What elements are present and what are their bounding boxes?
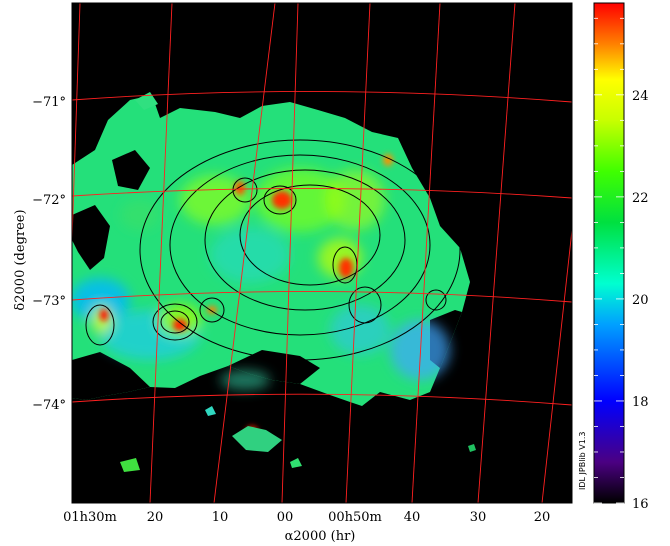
ra-tick-label: 00h50m xyxy=(328,510,382,525)
void-upper-left xyxy=(112,150,150,190)
dec-line-73 xyxy=(72,291,572,303)
dec-tick-label: −71° xyxy=(32,95,66,110)
contours xyxy=(85,139,461,361)
map-image xyxy=(72,3,572,503)
map-panel xyxy=(71,2,573,504)
dec-line-72 xyxy=(72,188,572,199)
intensity-variations xyxy=(72,168,450,390)
colorbar-tick-label: 24 xyxy=(632,89,649,104)
software-watermark: IDL JPBlib V1.3 xyxy=(578,432,587,490)
colorbar-ticks xyxy=(594,17,624,504)
colorbar-bar xyxy=(593,2,625,504)
ra-line-8 xyxy=(541,229,572,503)
ra-line-6 xyxy=(411,3,441,503)
colorbar-tick-label: 20 xyxy=(632,293,649,308)
void-left xyxy=(72,205,110,270)
colorbar-tick-label: 18 xyxy=(632,395,649,410)
colorbar: 16 18 20 22 24 xyxy=(593,2,649,512)
colorbar-tick-label: 16 xyxy=(632,497,649,512)
dec-tick-label: −72° xyxy=(32,193,66,208)
y-axis-title: δ2000 (degree) xyxy=(13,209,28,310)
dec-line-74 xyxy=(72,393,572,406)
ra-tick-label: 20 xyxy=(147,510,164,525)
ra-tick-label: 01h30m xyxy=(63,510,117,525)
dec-tick-label: −74° xyxy=(32,398,66,413)
ra-line-7 xyxy=(477,3,516,503)
ra-line-4 xyxy=(281,3,299,503)
ra-line-5 xyxy=(345,3,371,503)
ra-tick-label: 30 xyxy=(470,510,487,525)
ra-tick-label: 00 xyxy=(277,510,294,525)
x-axis-title: α2000 (hr) xyxy=(285,529,356,544)
dec-tick-label: −73° xyxy=(32,294,66,309)
void-bottom-center xyxy=(228,350,320,384)
map-frame xyxy=(71,2,573,504)
dec-tick-labels: −71° −72° −73° −74° xyxy=(32,95,66,413)
colorbar-tick-labels: 16 18 20 22 24 xyxy=(632,89,649,512)
ra-line-1 xyxy=(72,3,81,241)
colorbar-tick-label: 22 xyxy=(632,191,649,206)
ra-line-3 xyxy=(213,3,276,503)
ra-tick-label: 40 xyxy=(404,510,421,525)
ra-tick-label: 20 xyxy=(534,510,551,525)
dec-line-71 xyxy=(72,91,572,103)
void-lower-left xyxy=(72,352,150,400)
ra-tick-labels: 01h30m 20 10 00 00h50m 40 30 20 xyxy=(63,510,550,525)
ra-line-2 xyxy=(149,3,173,503)
ra-tick-label: 10 xyxy=(212,510,229,525)
coordinate-grid xyxy=(72,3,572,503)
isolated-patches xyxy=(120,92,476,472)
